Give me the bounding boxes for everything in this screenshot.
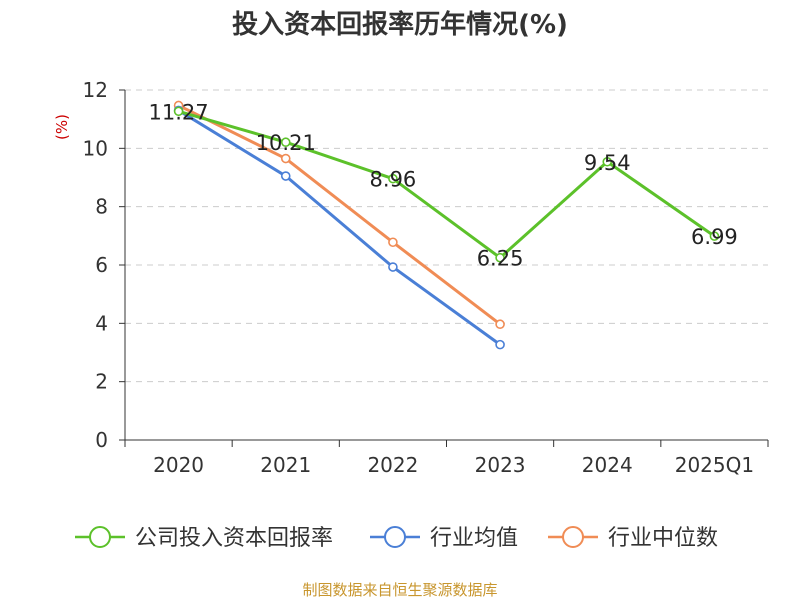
data-label: 11.27 — [149, 100, 209, 124]
data-label: 6.99 — [691, 225, 738, 249]
source-note: 制图数据来自恒生聚源数据库 — [302, 581, 497, 599]
data-point — [495, 319, 505, 330]
y-tick-label: 0 — [95, 428, 108, 452]
x-tick-label: 2025Q1 — [675, 453, 754, 477]
axes: 0 2 4 6 8 10 12 2020 2021 2022 2023 2024 2025Q1 — [83, 78, 769, 477]
legend-swatch-marker — [562, 526, 584, 548]
x-tick-label: 2020 — [153, 453, 204, 477]
legend-label: 行业均值 — [430, 526, 518, 551]
data-label: 6.25 — [477, 247, 524, 271]
series-line — [177, 104, 501, 326]
data-point — [388, 262, 398, 272]
legend-item[interactable]: 公司投入资本回报率 — [75, 526, 333, 551]
chart-title: 投入资本回报率历年情况(%) — [232, 9, 568, 40]
legend[interactable]: 公司投入资本回报率 行业均值 行业中位数 — [75, 526, 718, 551]
data-labels: 11.27 10.21 8.96 6.25 9.54 6.99 — [149, 100, 738, 270]
data-label: 10.21 — [256, 131, 316, 155]
y-tick-label: 2 — [95, 370, 108, 394]
legend-item[interactable]: 行业均值 — [370, 526, 518, 551]
x-tick-label: 2021 — [260, 453, 311, 477]
data-label: 9.54 — [584, 151, 631, 175]
data-point — [495, 252, 505, 263]
data-point — [495, 339, 505, 350]
data-point — [709, 231, 720, 241]
x-tick-label: 2023 — [475, 453, 526, 477]
data-point — [280, 153, 291, 164]
legend-swatch-marker — [89, 526, 111, 548]
y-axis-label: (%) — [53, 114, 71, 140]
data-point — [280, 137, 291, 148]
grid-lines — [125, 89, 768, 383]
y-tick-label: 6 — [95, 253, 108, 277]
y-tick-label: 10 — [83, 136, 108, 160]
series-line — [178, 109, 716, 260]
data-label: 8.96 — [370, 168, 417, 192]
series-line — [177, 109, 501, 346]
series-group — [173, 100, 720, 350]
legend-label: 行业中位数 — [608, 526, 718, 551]
y-tick-label: 12 — [83, 78, 108, 102]
data-point — [280, 171, 291, 181]
x-tick-label: 2024 — [582, 453, 633, 477]
legend-swatch-marker — [384, 526, 406, 548]
legend-item[interactable]: 行业中位数 — [548, 526, 718, 551]
data-point — [388, 237, 398, 248]
data-point — [602, 156, 613, 167]
data-point — [388, 173, 398, 184]
x-tick-label: 2022 — [367, 453, 418, 477]
y-tick-label: 4 — [95, 311, 108, 335]
y-tick-label: 8 — [95, 195, 108, 219]
legend-label: 公司投入资本回报率 — [135, 526, 333, 551]
data-point — [173, 106, 184, 117]
